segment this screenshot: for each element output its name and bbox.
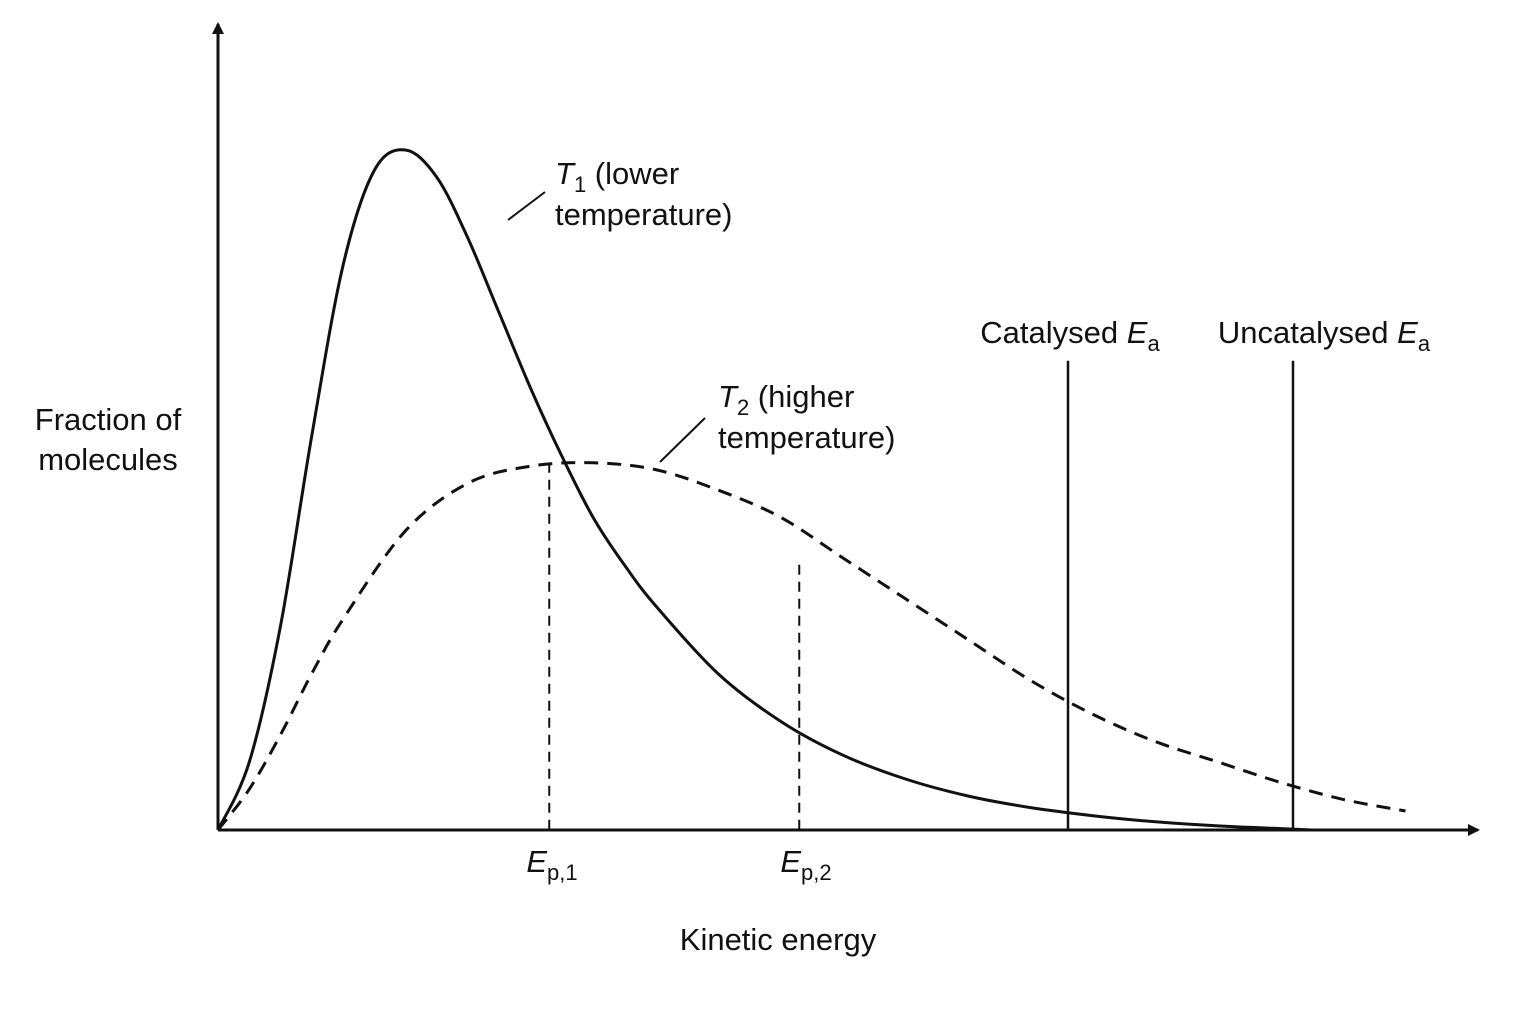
x-axis-label: Kinetic energy [680,922,877,957]
uncatalysed-ea-label: Uncatalysed Ea [1218,315,1431,356]
t1-leader-line [507,191,546,221]
ep2-label: Ep,2 [780,844,831,885]
t1-label-line-1: T1 (lower [555,156,679,197]
ep1-label: Ep,1 [526,844,577,885]
y-axis-label-line-1: Fraction of [35,402,182,437]
curve-t2 [216,461,1406,831]
t2-label-line-2: temperature) [718,420,895,455]
catalysed-ea-label: Catalysed Ea [980,315,1160,356]
t2-label-line-1: T2 (higher [718,379,854,420]
y-axis-label-line-2: molecules [38,442,178,477]
t2-leader-line [659,417,706,463]
curve-t1 [216,148,1312,832]
t1-label-line-2: temperature) [555,197,732,232]
